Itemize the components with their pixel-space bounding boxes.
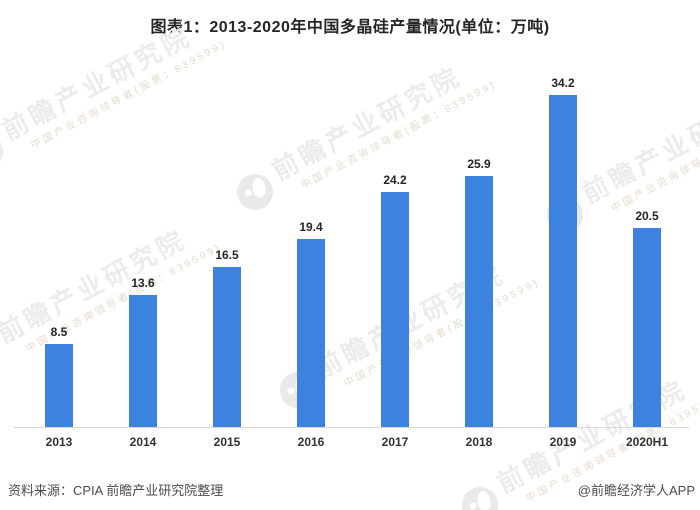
bar-2015 xyxy=(213,267,241,427)
bar-value-label: 24.2 xyxy=(383,173,407,187)
bar-value-label: 8.5 xyxy=(50,325,68,339)
x-axis-label-2015: 2015 xyxy=(213,435,241,449)
plot-area: 8.5 13.6 16.5 19.4 24.2 25.9 34.2 20.5 xyxy=(14,76,689,428)
x-axis-line xyxy=(14,427,689,428)
x-axis-label-2018: 2018 xyxy=(465,435,493,449)
qianzhan-logo-icon xyxy=(455,480,505,510)
source-note: 资料来源：CPIA 前瞻产业研究院整理 xyxy=(8,483,224,498)
x-axis-label-2017: 2017 xyxy=(381,435,409,449)
x-axis-label-2013: 2013 xyxy=(45,435,73,449)
credit-note: @前瞻经济学人APP xyxy=(577,483,695,498)
bar-value-label: 19.4 xyxy=(299,220,323,234)
bar-2018 xyxy=(465,176,493,427)
x-axis-label-2020H1: 2020H1 xyxy=(625,435,669,449)
bar-2013 xyxy=(45,344,73,427)
x-axis-label-2016: 2016 xyxy=(297,435,325,449)
bar-2016 xyxy=(297,239,325,427)
x-axis-label-2019: 2019 xyxy=(549,435,577,449)
bar-2014 xyxy=(129,295,157,427)
bar-2019 xyxy=(549,95,577,427)
bar-value-label: 34.2 xyxy=(551,76,575,90)
bar-2017 xyxy=(381,192,409,427)
bar-2020H1 xyxy=(633,228,661,427)
x-axis-label-2014: 2014 xyxy=(129,435,157,449)
bar-value-label: 16.5 xyxy=(215,248,239,262)
bar-value-label: 25.9 xyxy=(467,157,491,171)
bar-value-label: 13.6 xyxy=(131,276,155,290)
bar-value-label: 20.5 xyxy=(635,209,659,223)
chart-title: 图表1：2013-2020年中国多晶硅产量情况(单位：万吨) xyxy=(150,19,550,36)
